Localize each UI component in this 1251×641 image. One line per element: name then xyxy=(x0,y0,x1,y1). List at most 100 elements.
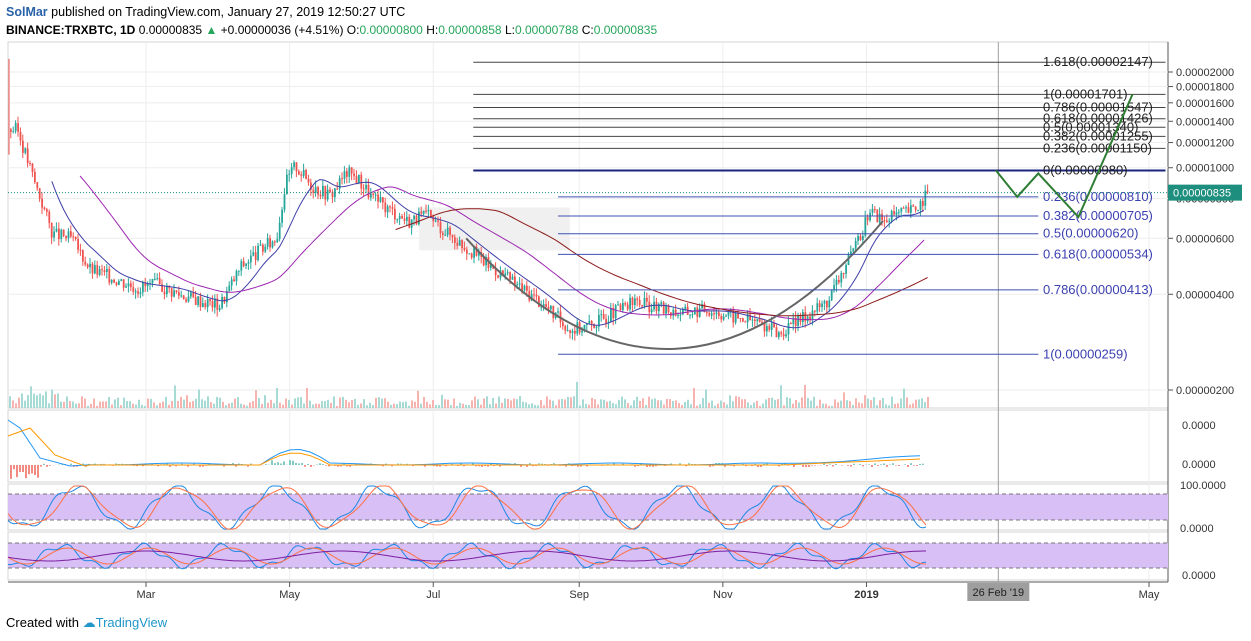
macd-histogram-bar xyxy=(919,463,921,465)
open-value: 0.00000800 xyxy=(359,23,423,37)
volume-bar xyxy=(828,405,830,408)
volume-bar xyxy=(921,398,923,408)
volume-bar xyxy=(534,404,536,408)
volume-bar xyxy=(633,400,635,408)
volume-bar xyxy=(462,403,464,408)
candle-body xyxy=(336,188,339,190)
volume-bar xyxy=(693,388,695,408)
candle-body xyxy=(914,206,917,211)
tradingview-brand[interactable]: TradingView xyxy=(95,615,168,630)
volume-bar xyxy=(852,404,854,408)
candle-body xyxy=(684,306,687,310)
candle-body xyxy=(372,193,375,196)
volume-bar xyxy=(360,403,362,408)
volume-bar xyxy=(90,403,92,408)
volume-bar xyxy=(768,397,770,408)
candle-body xyxy=(154,278,156,280)
volume-bar xyxy=(912,403,914,408)
candle-body xyxy=(163,291,166,295)
candle-body xyxy=(727,311,730,316)
candle-body xyxy=(139,292,142,294)
volume-bar xyxy=(252,401,254,408)
volume-bar xyxy=(873,397,875,408)
candle-body xyxy=(482,257,485,266)
macd-histogram-bar xyxy=(871,465,873,467)
macd-histogram-bar xyxy=(757,465,759,467)
volume-bar xyxy=(243,404,245,408)
volume-bar xyxy=(420,403,422,408)
candle-body xyxy=(617,304,619,306)
candle-body xyxy=(247,262,250,264)
candle-body xyxy=(151,279,154,284)
volume-bar xyxy=(438,405,440,408)
candle-body xyxy=(739,318,742,320)
volume-bar xyxy=(15,403,17,408)
volume-bar xyxy=(273,403,275,408)
volume-bar xyxy=(72,401,74,408)
candle-body xyxy=(900,207,903,212)
candle-body xyxy=(542,304,545,307)
candle-body xyxy=(252,252,255,256)
close-value: 0.00000835 xyxy=(593,23,658,37)
candle-body xyxy=(130,283,132,288)
macd-histogram-bar xyxy=(886,465,888,467)
volume-bar xyxy=(381,398,383,408)
macd-histogram-bar xyxy=(862,465,864,467)
volume-bar xyxy=(195,398,197,408)
candle-body xyxy=(379,197,382,202)
macd-histogram-bar xyxy=(622,463,624,465)
macd-histogram-bar xyxy=(805,465,807,467)
candle-body xyxy=(312,189,315,193)
candle-body xyxy=(271,241,274,248)
moving-average-short xyxy=(51,179,925,329)
macd-histogram-bar xyxy=(157,465,159,467)
candle-body xyxy=(470,253,473,258)
volume-bar xyxy=(282,404,284,408)
volume-bar xyxy=(276,387,278,408)
candle-body xyxy=(646,297,648,302)
macd-histogram-bar xyxy=(103,463,105,465)
candle-body xyxy=(612,307,615,319)
macd-histogram-bar xyxy=(670,463,672,465)
macd-histogram-bar xyxy=(61,464,63,465)
candle-body xyxy=(677,314,679,316)
macd-histogram-bar xyxy=(745,465,747,467)
x-tick-label: 2019 xyxy=(854,589,878,601)
candle-body xyxy=(643,297,646,307)
macd-histogram-bar xyxy=(397,463,399,465)
candle-body xyxy=(562,322,564,327)
candle-body xyxy=(749,314,751,321)
volume-bar xyxy=(735,396,737,408)
macd-histogram-bar xyxy=(898,465,900,466)
macd-histogram-bar xyxy=(463,465,465,467)
candle-body xyxy=(274,241,276,243)
candle-body xyxy=(180,295,183,297)
candle-body xyxy=(581,330,583,333)
candle-body xyxy=(473,246,475,258)
candle-body xyxy=(218,308,221,310)
macd-histogram-bar xyxy=(481,465,483,467)
candle-body xyxy=(924,190,927,206)
volume-bar xyxy=(567,396,569,408)
candle-body xyxy=(96,265,99,275)
volume-bar xyxy=(684,401,686,408)
candle-body xyxy=(766,326,768,332)
macd-histogram-bar xyxy=(316,464,318,465)
volume-bar xyxy=(636,396,638,408)
macd-histogram-bar xyxy=(571,465,573,467)
author-link[interactable]: SolMar xyxy=(6,5,48,19)
volume-bar xyxy=(849,401,851,408)
candle-body xyxy=(420,211,423,214)
volume-bar xyxy=(150,398,152,408)
candle-body xyxy=(509,272,511,280)
macd-histogram-bar xyxy=(742,463,744,465)
macd-histogram-bar xyxy=(223,465,225,467)
candle-body xyxy=(866,217,869,221)
volume-bar xyxy=(720,400,722,408)
candle-body xyxy=(576,322,579,334)
candle-body xyxy=(636,298,639,301)
candle-body xyxy=(283,194,286,210)
macd-histogram-bar xyxy=(826,465,828,467)
macd-histogram-bar xyxy=(877,465,879,466)
